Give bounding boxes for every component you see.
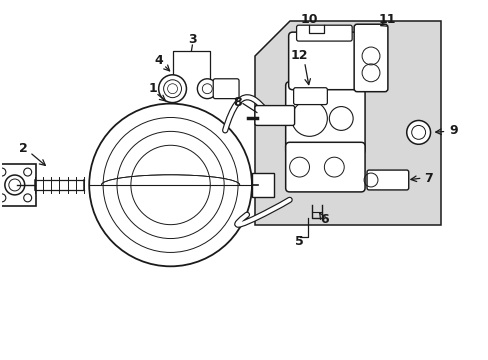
Text: 8: 8 [233, 96, 242, 109]
Bar [0, 164, 36, 206]
Text: 1: 1 [148, 82, 157, 95]
Circle shape [197, 79, 217, 99]
FancyBboxPatch shape [213, 79, 239, 99]
FancyBboxPatch shape [285, 142, 365, 192]
Text: 5: 5 [295, 235, 304, 248]
FancyBboxPatch shape [251, 173, 273, 197]
FancyBboxPatch shape [296, 25, 351, 41]
Text: 4: 4 [154, 54, 163, 67]
FancyBboxPatch shape [353, 24, 387, 92]
Text: 6: 6 [320, 213, 328, 226]
FancyBboxPatch shape [254, 105, 294, 125]
Text: 7: 7 [423, 171, 432, 185]
Text: 10: 10 [300, 13, 318, 26]
Text: 3: 3 [188, 33, 196, 46]
FancyBboxPatch shape [366, 170, 408, 190]
Circle shape [158, 75, 186, 103]
FancyBboxPatch shape [285, 82, 365, 154]
Text: 11: 11 [377, 13, 395, 26]
FancyBboxPatch shape [288, 32, 360, 90]
Text: 9: 9 [448, 124, 457, 137]
Polygon shape [254, 21, 441, 225]
FancyBboxPatch shape [293, 88, 326, 105]
Circle shape [406, 121, 429, 144]
Text: 12: 12 [290, 49, 308, 63]
Ellipse shape [89, 104, 251, 266]
Text: 2: 2 [20, 142, 28, 155]
